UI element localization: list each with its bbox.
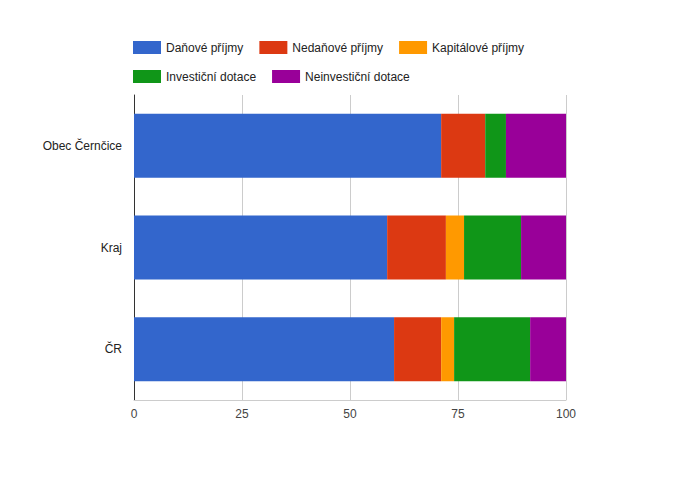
svg-text:Kraj: Kraj — [101, 241, 122, 255]
svg-text:Investiční dotace: Investiční dotace — [166, 70, 256, 84]
svg-text:100: 100 — [556, 407, 576, 421]
svg-text:Kapitálové příjmy: Kapitálové příjmy — [432, 41, 524, 55]
svg-text:50: 50 — [343, 407, 357, 421]
svg-text:Daňové příjmy: Daňové příjmy — [166, 41, 243, 55]
svg-text:Neinvestiční dotace: Neinvestiční dotace — [305, 70, 410, 84]
svg-text:0: 0 — [131, 407, 138, 421]
svg-text:ČR: ČR — [105, 341, 123, 356]
svg-text:25: 25 — [235, 407, 249, 421]
svg-text:75: 75 — [451, 407, 465, 421]
svg-text:Obec Černčice: Obec Černčice — [43, 138, 123, 153]
svg-text:Nedaňové příjmy: Nedaňové příjmy — [292, 41, 383, 55]
